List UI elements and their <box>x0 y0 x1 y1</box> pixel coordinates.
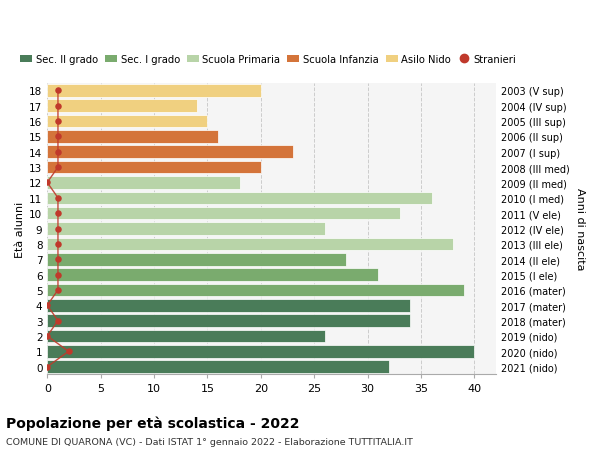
Point <box>53 256 63 263</box>
Point <box>43 363 52 370</box>
Bar <box>47 253 346 266</box>
Point <box>53 103 63 110</box>
Point <box>53 271 63 279</box>
Bar <box>47 146 293 159</box>
Point <box>53 225 63 233</box>
Y-axis label: Anni di nascita: Anni di nascita <box>575 188 585 270</box>
Text: COMUNE DI QUARONA (VC) - Dati ISTAT 1° gennaio 2022 - Elaborazione TUTTITALIA.IT: COMUNE DI QUARONA (VC) - Dati ISTAT 1° g… <box>6 437 413 446</box>
Bar <box>47 131 218 143</box>
Point <box>53 88 63 95</box>
Legend: Sec. II grado, Sec. I grado, Scuola Primaria, Scuola Infanzia, Asilo Nido, Stran: Sec. II grado, Sec. I grado, Scuola Prim… <box>16 50 520 68</box>
Point <box>53 149 63 156</box>
Point <box>53 195 63 202</box>
Bar <box>47 269 379 281</box>
Point <box>43 333 52 340</box>
Bar <box>47 299 410 312</box>
Point <box>53 164 63 171</box>
Bar <box>47 284 464 297</box>
Bar <box>47 192 432 205</box>
Bar <box>47 85 261 97</box>
Point <box>43 302 52 309</box>
Bar <box>47 315 410 327</box>
Point <box>53 241 63 248</box>
Bar <box>47 345 475 358</box>
Bar <box>47 330 325 342</box>
Point <box>53 118 63 125</box>
Point <box>43 179 52 187</box>
Text: Popolazione per età scolastica - 2022: Popolazione per età scolastica - 2022 <box>6 415 299 430</box>
Bar <box>47 223 325 235</box>
Point <box>53 210 63 218</box>
Bar <box>47 207 400 220</box>
Point <box>53 134 63 141</box>
Bar <box>47 100 197 113</box>
Bar <box>47 116 208 128</box>
Point <box>53 317 63 325</box>
Y-axis label: Età alunni: Età alunni <box>15 201 25 257</box>
Bar <box>47 177 239 189</box>
Point <box>64 348 73 355</box>
Bar <box>47 361 389 373</box>
Point <box>53 286 63 294</box>
Bar <box>47 162 261 174</box>
Bar <box>47 238 453 251</box>
